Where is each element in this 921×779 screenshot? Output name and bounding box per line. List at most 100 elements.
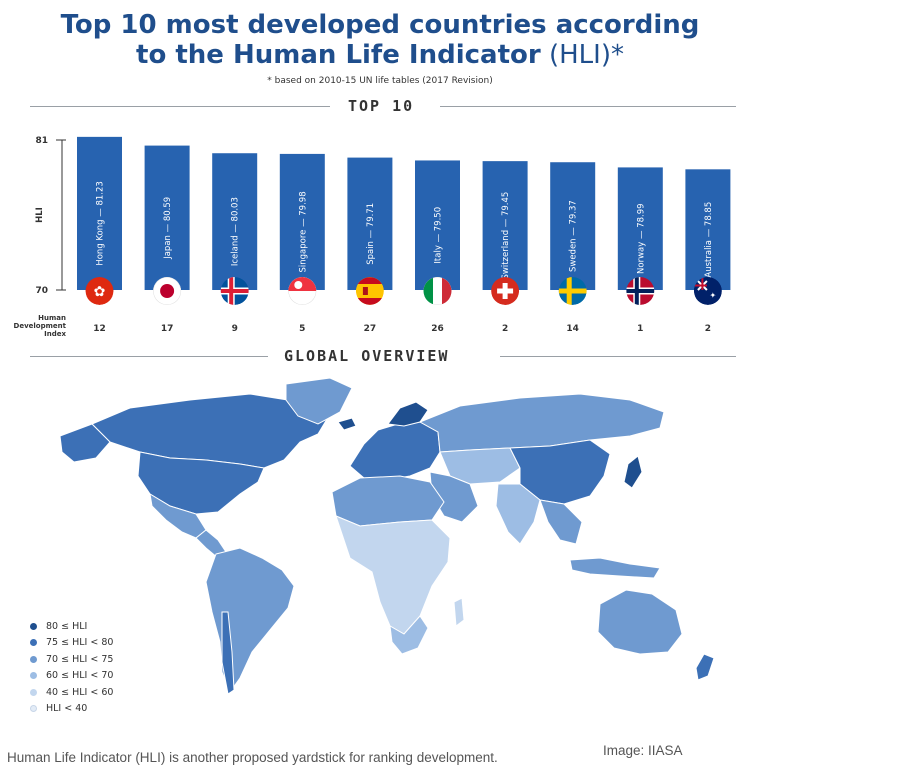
map-southeast-asia (539, 499, 583, 545)
bar-value-label: Spain — 79.71 (366, 203, 376, 265)
bar-japan (144, 145, 190, 290)
bar-australia (685, 169, 731, 290)
sweden-flag-icon (558, 277, 587, 305)
y-axis-label: HLI (35, 207, 45, 223)
section-divider-right (440, 106, 736, 107)
hli-infographic: Top 10 most developed countries accordin… (13, 10, 736, 717)
world-map (59, 377, 715, 695)
title-line-2-light: (HLI)* (540, 40, 624, 70)
hdi-header-label: Human (38, 314, 66, 322)
hdi-value: 14 (566, 324, 579, 334)
map-china (509, 439, 611, 505)
legend-label: 70 ≤ HLI < 75 (46, 653, 114, 665)
bar-switzerland (482, 161, 528, 290)
section-divider-left-2 (30, 356, 268, 357)
bar-value-label: Italy — 79.50 (434, 207, 444, 264)
bar-value-label: Switzerland — 79.45 (501, 192, 511, 280)
map-southern-africa (389, 615, 429, 655)
bar-value-label: Norway — 78.99 (636, 203, 646, 273)
map-australia (597, 589, 683, 655)
title-line-1: Top 10 most developed countries accordin… (60, 10, 700, 40)
italy-flag-icon (423, 277, 452, 305)
legend-item: 70 ≤ HLI < 75 (30, 651, 113, 668)
map-india (495, 483, 541, 545)
y-tick-label: 70 (35, 286, 48, 296)
map-new-zealand (695, 653, 715, 681)
bar-norway (617, 167, 663, 290)
map-russia (418, 393, 665, 453)
svg-text:✿: ✿ (94, 284, 106, 300)
legend-label: 80 ≤ HLI (46, 620, 88, 632)
map-chile (221, 611, 235, 695)
legend-dot-icon (30, 705, 37, 713)
map-japan (623, 455, 643, 489)
hdi-value: 26 (431, 324, 444, 334)
title-line-2-bold: to the Human Life Indicator (136, 40, 541, 70)
map-south-america (205, 547, 295, 694)
bar-spain (347, 157, 393, 290)
bar-value-label: Hong Kong — 81.23 (96, 181, 106, 265)
singapore-flag-icon (288, 277, 317, 305)
legend-dot-icon (30, 688, 37, 696)
legend-item: 80 ≤ HLI (30, 618, 113, 635)
bar-value-label: Singapore — 79.98 (298, 191, 308, 272)
map-indonesia (569, 557, 661, 579)
legend-item: 40 ≤ HLI < 60 (30, 684, 113, 701)
map-alaska (59, 423, 111, 463)
spain-flag-icon (355, 277, 384, 305)
section-title-global-overview: GLOBAL OVERVIEW (284, 347, 450, 365)
hdi-value: 2 (502, 324, 508, 334)
hdi-header-label: Index (44, 330, 66, 338)
legend-dot-icon (30, 639, 37, 647)
svg-text:✦: ✦ (710, 291, 717, 300)
legend-item: 75 ≤ HLI < 80 (30, 635, 113, 652)
bar-value-label: Iceland — 80.03 (231, 197, 241, 266)
switzerland-flag-icon (491, 277, 520, 305)
map-legend: 80 ≤ HLI 75 ≤ HLI < 80 70 ≤ HLI < 75 60 … (30, 618, 113, 717)
bar-value-label: Australia — 78.85 (704, 202, 714, 278)
map-iceland (337, 417, 357, 431)
map-scandinavia (387, 401, 429, 427)
legend-label: 60 ≤ HLI < 70 (46, 670, 114, 682)
map-europe (349, 421, 441, 481)
iceland-flag-icon (220, 277, 249, 305)
legend-item: HLI < 40 (30, 701, 113, 718)
japan-flag-icon (153, 277, 182, 305)
map-sub-saharan-africa (335, 515, 451, 635)
australia-flag-icon: ✦ (693, 277, 722, 305)
hdi-value: 27 (364, 324, 377, 334)
hdi-value: 2 (705, 324, 711, 334)
subtitle: * based on 2010-15 UN life tables (2017 … (267, 76, 493, 86)
norway-flag-icon (626, 277, 655, 305)
bar-iceland (212, 153, 258, 290)
legend-label: 75 ≤ HLI < 80 (46, 637, 114, 649)
hdi-header-label: Development (14, 322, 67, 330)
legend-item: 60 ≤ HLI < 70 (30, 668, 113, 685)
hdi-value: 12 (93, 324, 106, 334)
legend-label: 40 ≤ HLI < 60 (46, 686, 114, 698)
section-title-top10: TOP 10 (348, 97, 415, 115)
bar-value-label: Sweden — 79.37 (569, 200, 579, 272)
map-north-africa (331, 475, 445, 527)
image-caption: Human Life Indicator (HLI) is another pr… (7, 750, 498, 765)
section-divider-left (30, 106, 330, 107)
y-tick-label: 81 (35, 136, 48, 146)
bar-hong-kong (77, 136, 122, 290)
hdi-value: 1 (637, 324, 643, 334)
hdi-value: 5 (299, 324, 305, 334)
hong-kong-flag-icon: ✿ (85, 277, 114, 305)
map-greenland (285, 377, 353, 425)
section-divider-right-2 (500, 356, 736, 357)
hdi-value: 9 (232, 324, 238, 334)
hdi-value: 17 (161, 324, 174, 334)
bar-value-label: Japan — 80.59 (163, 197, 173, 260)
image-credit: Image: IIASA (603, 743, 683, 758)
legend-dot-icon (30, 622, 37, 630)
legend-dot-icon (30, 655, 37, 663)
bar-singapore (279, 153, 325, 290)
bar-sweden (550, 162, 596, 290)
legend-label: HLI < 40 (46, 703, 88, 715)
title-line-2: to the Human Life Indicator (HLI)* (60, 40, 700, 70)
legend-dot-icon (30, 672, 37, 680)
